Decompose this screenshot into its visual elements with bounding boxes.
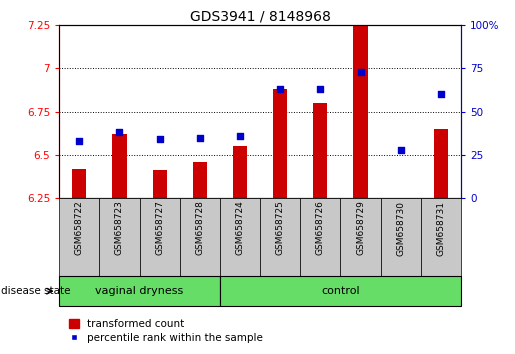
Text: GSM658729: GSM658729 — [356, 201, 365, 256]
Point — [236, 133, 244, 139]
Bar — [220, 198, 260, 276]
Text: disease state: disease state — [1, 286, 71, 296]
Point — [156, 136, 164, 142]
Point — [356, 69, 365, 74]
Point — [437, 91, 445, 97]
Text: GSM658731: GSM658731 — [436, 201, 445, 256]
Bar — [313, 103, 328, 198]
Point — [397, 147, 405, 153]
Text: GSM658727: GSM658727 — [155, 201, 164, 256]
Text: GSM658730: GSM658730 — [396, 201, 405, 256]
Point — [196, 135, 204, 140]
Bar — [421, 198, 461, 276]
Bar — [220, 276, 461, 306]
Bar — [59, 276, 220, 306]
Bar — [340, 198, 381, 276]
Text: GSM658728: GSM658728 — [195, 201, 204, 256]
Bar — [233, 146, 247, 198]
Text: vaginal dryness: vaginal dryness — [95, 286, 184, 296]
Bar — [99, 198, 140, 276]
Text: GSM658726: GSM658726 — [316, 201, 325, 256]
Text: GSM658725: GSM658725 — [276, 201, 285, 256]
Bar — [112, 134, 127, 198]
Point — [115, 130, 124, 135]
Text: GSM658722: GSM658722 — [75, 201, 84, 255]
Legend: transformed count, percentile rank within the sample: transformed count, percentile rank withi… — [64, 315, 267, 347]
Bar — [273, 89, 287, 198]
Bar — [353, 23, 368, 198]
Bar — [193, 162, 207, 198]
Bar — [434, 129, 448, 198]
Bar — [152, 171, 167, 198]
Bar — [59, 198, 99, 276]
Bar — [180, 198, 220, 276]
Bar — [72, 169, 87, 198]
Bar — [381, 198, 421, 276]
Bar — [140, 198, 180, 276]
Bar — [300, 198, 340, 276]
Point — [276, 86, 284, 92]
Text: GSM658723: GSM658723 — [115, 201, 124, 256]
Point — [316, 86, 324, 92]
Bar — [393, 198, 408, 202]
Title: GDS3941 / 8148968: GDS3941 / 8148968 — [190, 10, 331, 24]
Text: GSM658724: GSM658724 — [235, 201, 245, 255]
Text: control: control — [321, 286, 359, 296]
Bar — [260, 198, 300, 276]
Point — [75, 138, 83, 144]
